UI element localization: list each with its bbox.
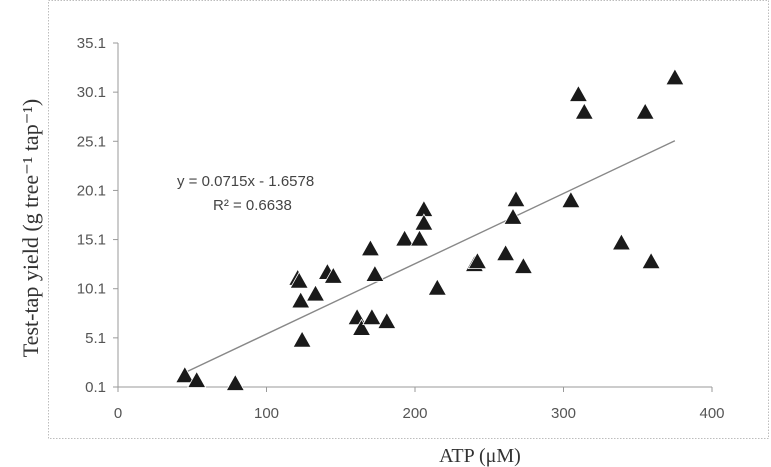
y-axis-title: Test-tap yield (g tree⁻¹ tap⁻¹) xyxy=(18,99,43,357)
y-tick-label: 35.1 xyxy=(77,35,106,52)
axes-layer: 0.1 5.1 10.1 15.1 20.1 25.1 30.1 35.1 0 100 200 300… xyxy=(77,35,725,422)
data-point xyxy=(360,238,381,257)
y-tick-label: 0.1 xyxy=(85,379,106,396)
data-point xyxy=(323,266,343,284)
data-point xyxy=(351,318,372,336)
data-point xyxy=(291,291,311,309)
data-point xyxy=(665,67,685,86)
x-tick-label: 400 xyxy=(699,405,724,422)
chart-border xyxy=(48,0,769,439)
data-point xyxy=(568,84,589,102)
r-squared-label: R² = 0.6638 xyxy=(213,197,292,214)
y-tick-label: 10.1 xyxy=(77,281,106,298)
data-point xyxy=(187,370,207,388)
data-point xyxy=(289,271,309,289)
trendline xyxy=(184,140,676,374)
data-point xyxy=(506,189,526,208)
data-point xyxy=(467,251,488,270)
data-point xyxy=(175,365,195,384)
data-point xyxy=(409,229,430,247)
y-tick-label: 5.1 xyxy=(85,330,106,347)
data-point xyxy=(292,330,312,348)
x-tick-label: 300 xyxy=(551,405,576,422)
y-tick-label: 25.1 xyxy=(77,133,106,150)
y-tick-label: 30.1 xyxy=(77,84,106,101)
data-point xyxy=(377,311,397,329)
data-point xyxy=(495,243,516,262)
data-point xyxy=(513,256,534,274)
x-tick-label: 200 xyxy=(402,405,427,422)
data-point xyxy=(305,284,326,302)
data-point xyxy=(641,251,661,270)
data-point xyxy=(365,264,385,282)
x-tick-label: 100 xyxy=(254,405,279,422)
data-point xyxy=(427,278,447,296)
data-point xyxy=(611,233,632,251)
y-tick-label: 15.1 xyxy=(77,232,106,249)
data-point xyxy=(561,190,581,209)
data-point xyxy=(574,102,594,120)
data-point xyxy=(635,102,655,120)
trendline-equation: y = 0.0715x - 1.6578 xyxy=(177,173,314,190)
data-point xyxy=(414,213,434,231)
data-point xyxy=(503,207,523,225)
x-tick-label: 0 xyxy=(114,405,122,422)
data-point xyxy=(362,307,382,326)
points-layer xyxy=(175,67,685,391)
x-axis-title: ATP (μM) xyxy=(439,445,521,467)
trendline-layer xyxy=(184,140,676,374)
data-point xyxy=(225,373,245,391)
y-tick-label: 20.1 xyxy=(77,182,106,199)
data-point xyxy=(394,229,415,247)
